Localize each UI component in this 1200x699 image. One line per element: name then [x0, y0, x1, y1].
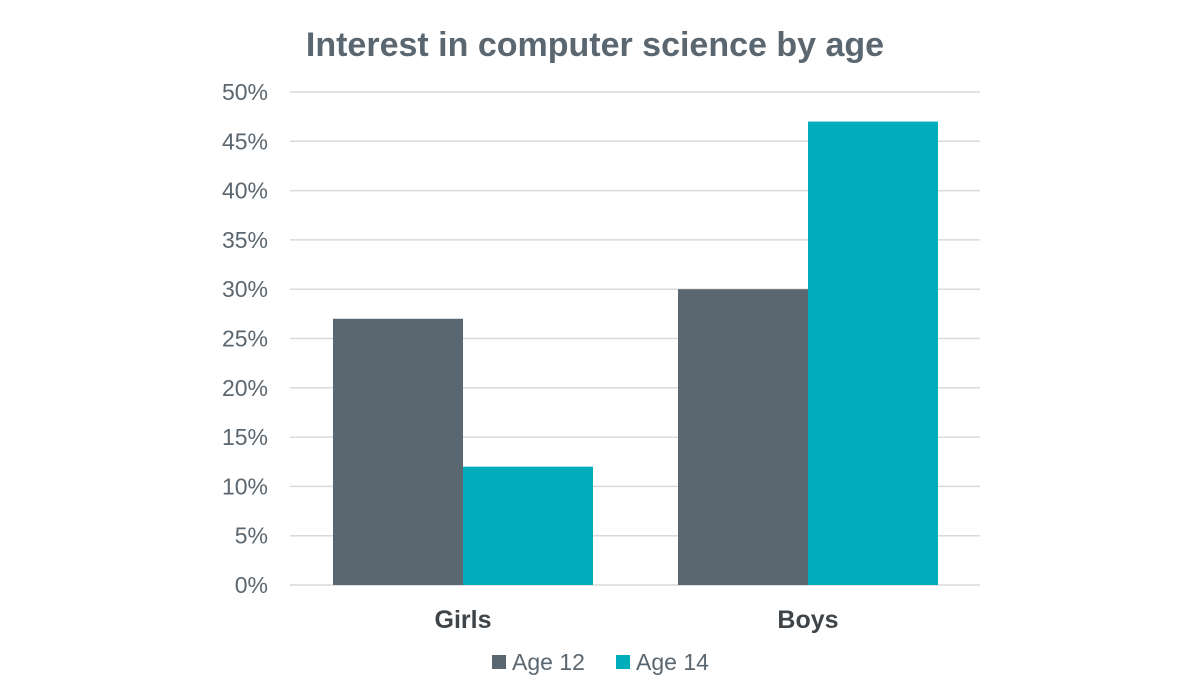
legend-label: Age 14 [636, 649, 709, 675]
bar-boys-age-14 [808, 121, 938, 585]
y-tick-label: 45% [222, 128, 268, 154]
y-tick-label: 25% [222, 326, 268, 352]
bar-boys-age-12 [678, 289, 808, 585]
bar-girls-age-12 [333, 318, 463, 585]
y-tick-label: 30% [222, 276, 268, 302]
legend: Age 12 Age 14 [492, 649, 709, 675]
y-axis-tick-labels: 0% 5% 10% 15% 20% 25% 30% 35% 40% 45% 50% [222, 79, 268, 598]
chart-title: Interest in computer science by age [306, 26, 884, 64]
x-category-label: Boys [777, 606, 838, 634]
y-tick-label: 40% [222, 178, 268, 204]
y-tick-label: 10% [222, 473, 268, 499]
y-tick-label: 5% [235, 523, 268, 549]
y-tick-label: 0% [235, 572, 268, 598]
y-tick-label: 35% [222, 227, 268, 253]
bar-girls-age-14 [463, 466, 593, 585]
y-tick-label: 15% [222, 424, 268, 450]
y-tick-label: 20% [222, 375, 268, 401]
legend-label: Age 12 [512, 649, 585, 675]
x-category-label: Girls [435, 606, 492, 634]
legend-swatch [492, 655, 506, 669]
bars [333, 121, 938, 585]
x-axis-category-labels: Girls Boys [435, 606, 839, 634]
y-tick-label: 50% [222, 79, 268, 105]
legend-swatch [616, 655, 630, 669]
